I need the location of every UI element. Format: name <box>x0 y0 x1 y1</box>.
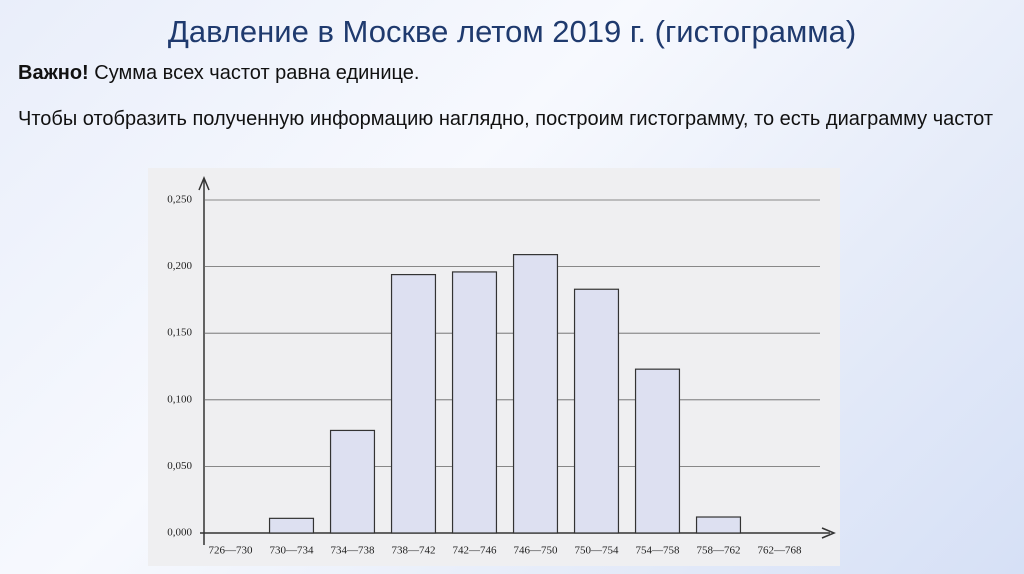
paragraph: Чтобы отобразить полученную информацию н… <box>18 108 994 130</box>
x-tick-label: 746—750 <box>514 545 559 557</box>
y-tick-label: 0,100 <box>167 393 192 405</box>
x-tick-label: 742—746 <box>453 545 498 557</box>
slide-title: Давление в Москве летом 2019 г. (гистогр… <box>167 14 857 49</box>
x-tick-label: 754—758 <box>636 545 681 557</box>
x-tick-label: 738—742 <box>392 545 436 557</box>
x-tick-label: 726—730 <box>209 545 254 557</box>
note-label: Важно! <box>18 62 89 84</box>
bar <box>329 429 376 534</box>
x-tick-label: 734—738 <box>331 545 376 557</box>
bar <box>695 516 742 534</box>
x-tick-label: 758—762 <box>697 545 741 557</box>
y-tick-label: 0,000 <box>167 527 192 539</box>
x-axis-arrow <box>821 527 836 539</box>
x-tick-label: 762—768 <box>758 545 803 557</box>
y-tick-label: 0,150 <box>167 327 192 339</box>
bar <box>451 271 498 534</box>
bar <box>573 288 620 534</box>
bar <box>268 517 315 534</box>
y-axis-arrow <box>198 176 210 191</box>
bar <box>512 254 559 534</box>
y-tick-label: 0,200 <box>167 260 192 272</box>
note: Важно! Сумма всех частот равна единице. <box>18 62 419 85</box>
bar <box>634 368 681 534</box>
bar <box>390 273 437 534</box>
y-tick-label: 0,250 <box>167 194 192 206</box>
note-text: Сумма всех частот равна единице. <box>94 62 420 84</box>
x-tick-label: 750—754 <box>575 545 620 557</box>
y-tick-label: 0,050 <box>167 460 192 472</box>
x-tick-label: 730—734 <box>270 545 315 557</box>
